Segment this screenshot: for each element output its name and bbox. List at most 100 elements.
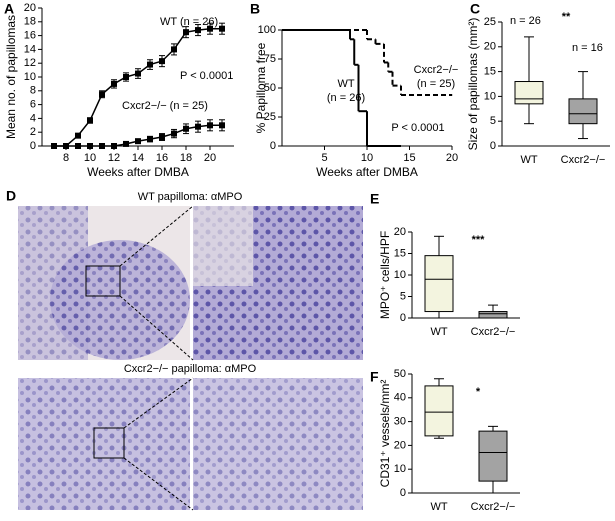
y-tick-label: 20: [394, 226, 406, 238]
marker-triangle: [183, 125, 189, 132]
marker-triangle: [171, 130, 177, 137]
y-tick-label: 0: [490, 140, 496, 152]
y-tick-label: 10: [394, 269, 406, 281]
y-tick-label: 100: [258, 24, 276, 36]
marker-triangle: [159, 134, 165, 141]
y-tick-label: 12: [24, 57, 36, 69]
marker-square: [219, 25, 225, 32]
x-tick-label: Cxcr2−/−: [561, 154, 606, 166]
panel-label: E: [370, 191, 379, 207]
x-tick-label: 10: [361, 152, 373, 164]
marker-triangle: [51, 143, 57, 149]
annotation: P < 0.0001: [391, 122, 444, 134]
x-tick-label: 5: [321, 152, 327, 164]
panel-label: D: [6, 188, 16, 204]
y-tick-label: 2: [30, 126, 36, 138]
y-tick-label: 0: [270, 140, 276, 152]
marker-triangle: [87, 143, 93, 149]
micrograph: [193, 378, 363, 510]
x-tick-label: 15: [403, 152, 415, 164]
marker-square: [195, 27, 201, 34]
y-tick-label: 75: [264, 53, 276, 65]
annotation: (n = 26): [327, 92, 365, 104]
y-tick-label: 4: [30, 112, 36, 124]
inset-box: [85, 265, 121, 297]
marker-square: [99, 91, 105, 98]
annotation: ***: [472, 234, 486, 246]
annotation: WT: [337, 78, 354, 90]
micrograph: [18, 378, 190, 510]
x-tick-label: 20: [204, 152, 216, 164]
x-tick-label: 16: [156, 152, 168, 164]
x-tick-label: Cxcr2−/−: [471, 501, 516, 513]
y-tick-label: 40: [394, 392, 406, 404]
x-tick-label: 8: [63, 152, 69, 164]
y-axis-title: MPO⁺ cells/HPF: [378, 231, 392, 319]
image-caption: Cxcr2−/− papilloma: αMPO: [124, 363, 257, 375]
x-tick-label: 14: [132, 152, 144, 164]
y-tick-label: 15: [394, 247, 406, 259]
y-tick-label: 10: [484, 90, 496, 102]
marker-square: [159, 58, 165, 65]
y-tick-label: 50: [394, 368, 406, 380]
marker-square: [147, 61, 153, 68]
marker-triangle: [75, 143, 81, 149]
marker-square: [207, 25, 213, 32]
y-axis-title: Size of papillomas (mm²): [466, 18, 480, 151]
x-tick-label: WT: [430, 501, 447, 513]
annotation: (n = 25): [417, 78, 455, 90]
inset-line: [119, 205, 194, 267]
marker-triangle: [195, 123, 201, 130]
inset-line: [119, 295, 194, 361]
box: [514, 81, 544, 105]
panel-label: F: [370, 369, 379, 385]
inset-box: [93, 427, 125, 459]
annotation: **: [562, 11, 571, 23]
y-tick-label: 0: [30, 140, 36, 152]
y-tick-label: 10: [394, 463, 406, 475]
annotation: *: [476, 386, 481, 398]
y-axis-title: CD31⁺ vessels/mm²: [378, 380, 392, 488]
x-axis-title: Weeks after DMBA: [87, 165, 189, 179]
x-tick-label: WT: [520, 154, 537, 166]
y-tick-label: 5: [400, 290, 406, 302]
x-tick-label: 18: [180, 152, 192, 164]
x-axis-title: Weeks after DMBA: [316, 165, 418, 179]
y-tick-label: 50: [264, 82, 276, 94]
x-tick-label: 20: [446, 152, 458, 164]
y-tick-label: 20: [484, 41, 496, 53]
marker-square: [111, 80, 117, 87]
marker-square: [135, 70, 141, 77]
marker-square: [123, 74, 129, 80]
y-tick-label: 15: [484, 66, 496, 78]
y-tick-label: 14: [24, 43, 36, 55]
box: [478, 311, 508, 319]
x-tick-label: 12: [108, 152, 120, 164]
marker-triangle: [219, 122, 225, 129]
marker-square: [183, 29, 189, 36]
y-tick-label: 10: [24, 71, 36, 83]
box: [424, 255, 454, 313]
y-axis-title: % Papilloma free: [254, 42, 268, 133]
y-tick-label: 18: [24, 16, 36, 28]
y-tick-label: 25: [264, 111, 276, 123]
micrograph-tissue: [18, 206, 88, 360]
box: [478, 430, 508, 482]
marker-square: [87, 117, 93, 124]
marker-triangle: [123, 140, 129, 147]
marker-triangle: [207, 122, 213, 129]
marker-triangle: [147, 136, 153, 143]
inset-line: [123, 457, 194, 511]
y-tick-label: 0: [400, 312, 406, 324]
panel-label: B: [250, 1, 260, 17]
annotation: Cxcr2−/−: [414, 64, 459, 76]
y-tick-label: 20: [394, 439, 406, 451]
box: [568, 98, 598, 125]
y-tick-label: 20: [24, 2, 36, 14]
x-tick-label: 10: [84, 152, 96, 164]
box: [424, 385, 454, 437]
